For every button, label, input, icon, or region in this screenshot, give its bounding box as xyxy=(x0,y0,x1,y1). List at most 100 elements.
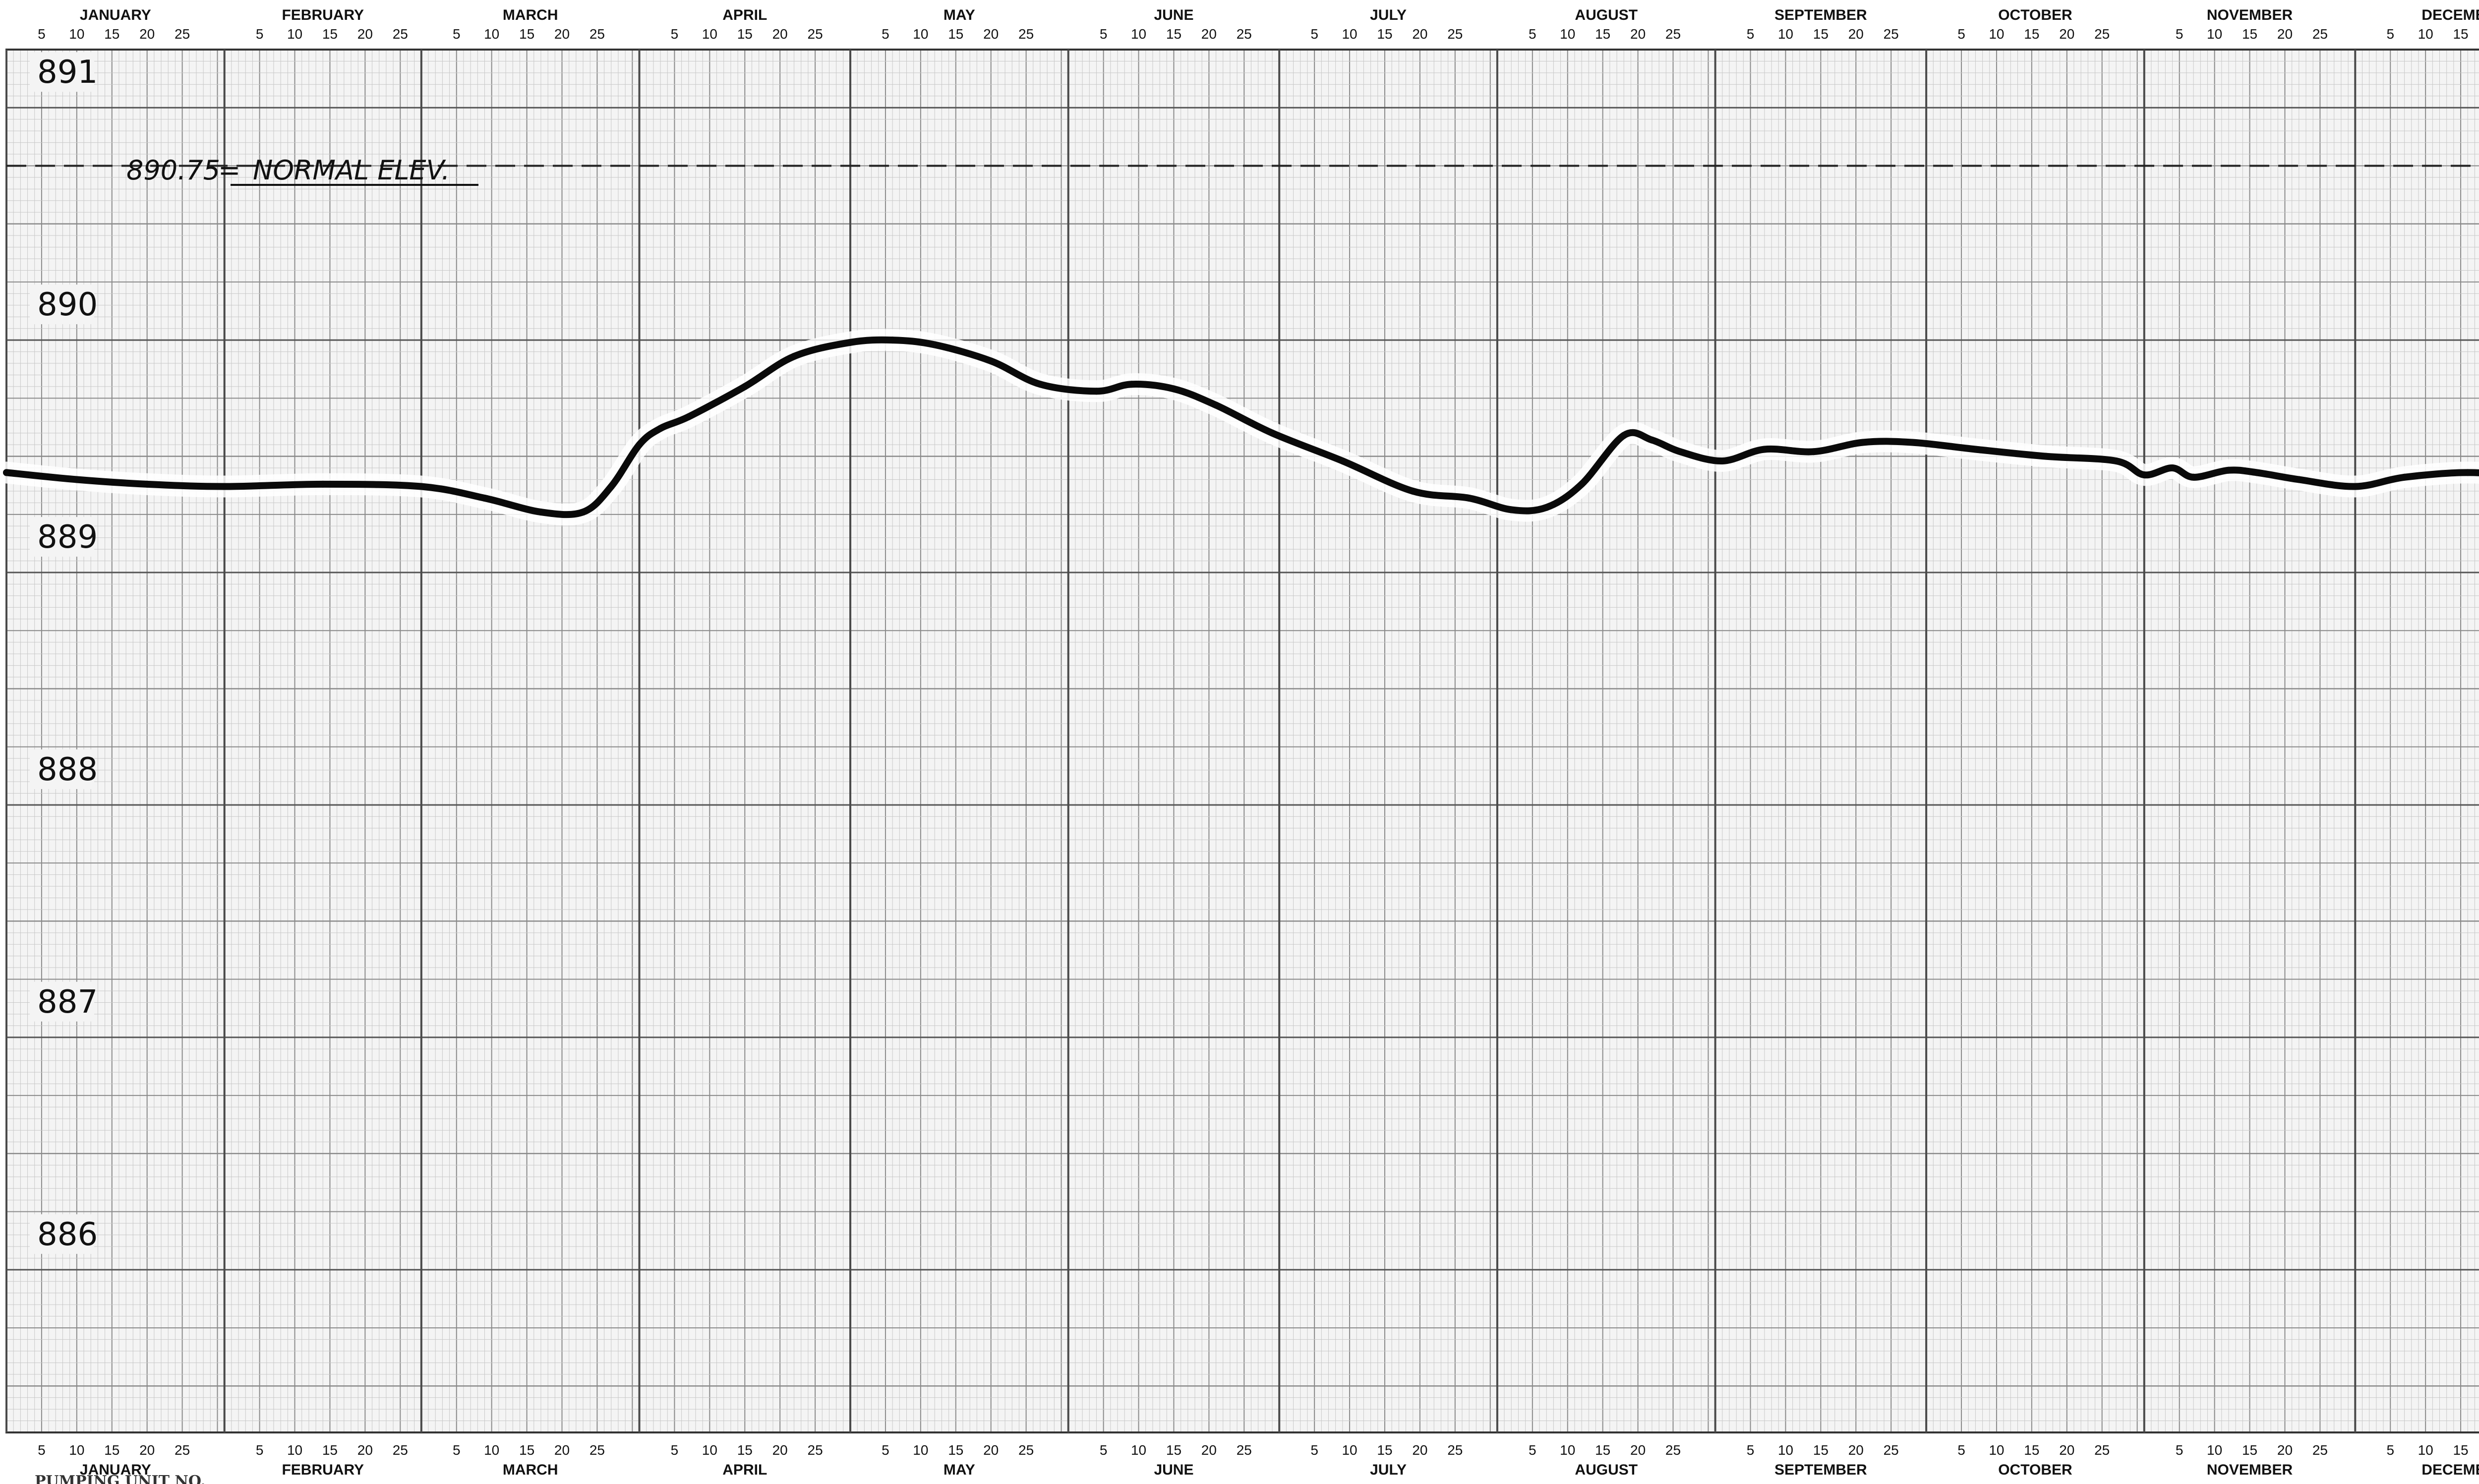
left-y-axis: 891 890 889 888 887 886 xyxy=(30,52,98,1254)
day-tick-label: 10 xyxy=(2207,1442,2222,1458)
series-point xyxy=(636,441,643,449)
y-label-backdrop xyxy=(30,749,94,789)
day-tick-label: 5 xyxy=(38,26,46,42)
day-tick-label: 15 xyxy=(104,1442,119,1458)
day-tick-label: 5 xyxy=(1100,1442,1108,1458)
day-tick-label: 10 xyxy=(702,26,717,42)
y-label-backdrop xyxy=(30,1214,94,1254)
series-point xyxy=(73,476,80,483)
series-point xyxy=(1466,494,1473,502)
day-tick-label: 5 xyxy=(453,26,461,42)
day-tick-label: 20 xyxy=(1630,1442,1646,1458)
normal-elev-value: 890.75 xyxy=(126,155,220,186)
month-separators xyxy=(5,50,2357,1432)
day-tick-label: 15 xyxy=(737,1442,753,1458)
day-tick-label: 5 xyxy=(453,1442,461,1458)
footer-pumping-unit-text: PUMPING UNIT NO. xyxy=(35,1473,206,1484)
month-label-december: DECEMBER xyxy=(2421,7,2479,23)
normal-elev-separator: = xyxy=(218,155,240,186)
day-tick-label: 25 xyxy=(2094,26,2110,42)
day-tick-label: 10 xyxy=(69,26,84,42)
day-tick-label: 15 xyxy=(1377,26,1392,42)
month-label-september: SEPTEMBER xyxy=(1774,7,1867,23)
series-point xyxy=(1269,429,1276,437)
day-tick-label: 20 xyxy=(1848,1442,1864,1458)
month-label-august: AUGUST xyxy=(1575,1462,1638,1478)
series-point xyxy=(1908,439,1916,446)
series-point xyxy=(847,339,854,346)
y-tick-label-left: 890 xyxy=(37,286,98,323)
series-point xyxy=(657,425,664,432)
series-point xyxy=(1578,480,1586,488)
series-point xyxy=(1620,432,1628,439)
day-tick-label: 15 xyxy=(737,26,753,42)
y-label-backdrop xyxy=(30,52,94,92)
day-tick-label: 25 xyxy=(1884,1442,1899,1458)
month-label-june: JUNE xyxy=(1154,1462,1193,1478)
series-point xyxy=(2042,453,2050,460)
day-tick-label: 15 xyxy=(2024,1442,2039,1458)
day-tick-label: 10 xyxy=(484,1442,499,1458)
month-label-march: MARCH xyxy=(503,7,558,23)
month-label-october: OCTOBER xyxy=(1998,1462,2072,1478)
y-tick-label-left: 887 xyxy=(37,984,98,1021)
day-tick-label: 25 xyxy=(1018,26,1034,42)
series-point xyxy=(221,483,228,490)
day-tick-label: 25 xyxy=(590,1442,605,1458)
day-tick-label: 15 xyxy=(2024,26,2039,42)
day-tick-label: 25 xyxy=(175,1442,190,1458)
series-point xyxy=(1972,446,1979,453)
month-label-february: FEBRUARY xyxy=(282,1462,364,1478)
day-tick-label: 5 xyxy=(1957,26,1965,42)
y-tick-label-left: 886 xyxy=(37,1216,98,1253)
series-point xyxy=(1036,381,1044,388)
series-line-layer xyxy=(0,329,2479,526)
bottom-month-axis: JANUARY 5 10 15 20 25 FEBRUARY 5 10 15 20 25 MARCH 5 1… xyxy=(38,1442,2479,1478)
day-tick-label: 25 xyxy=(1237,26,1252,42)
day-tick-label: 5 xyxy=(256,26,264,42)
day-tick-label: 25 xyxy=(808,1442,823,1458)
day-tick-label: 5 xyxy=(882,26,889,42)
day-tick-label: 5 xyxy=(2176,1442,2184,1458)
series-point xyxy=(685,413,692,420)
day-tick-label: 25 xyxy=(393,26,408,42)
grid-paper xyxy=(6,50,2479,1432)
day-tick-label: 10 xyxy=(1560,26,1575,42)
day-tick-label: 20 xyxy=(983,1442,999,1458)
day-tick-label: 10 xyxy=(913,26,928,42)
day-tick-label: 20 xyxy=(772,1442,788,1458)
month-label-june: JUNE xyxy=(1154,7,1193,23)
series-point xyxy=(1859,439,1867,446)
series-point xyxy=(2169,464,2176,472)
day-tick-label: 15 xyxy=(1813,1442,1829,1458)
day-tick-label: 10 xyxy=(1342,1442,1357,1458)
y-label-backdrop xyxy=(30,981,94,1022)
y-label-backdrop xyxy=(30,285,94,325)
series-point xyxy=(537,509,544,516)
day-tick-label: 15 xyxy=(104,26,119,42)
day-tick-label: 10 xyxy=(1131,1442,1146,1458)
day-tick-label: 15 xyxy=(1595,26,1610,42)
month-label-september: SEPTEMBER xyxy=(1774,1462,1867,1478)
day-tick-label: 10 xyxy=(69,1442,84,1458)
day-tick-label: 5 xyxy=(2386,1442,2394,1458)
day-tick-label: 5 xyxy=(1529,1442,1536,1458)
month-label-july: JULY xyxy=(1370,1462,1407,1478)
series-point xyxy=(319,480,327,488)
series-point xyxy=(2140,471,2148,479)
day-tick-label: 10 xyxy=(702,1442,717,1458)
day-tick-label: 25 xyxy=(2312,26,2328,42)
day-tick-label: 25 xyxy=(1018,1442,1034,1458)
y-tick-label-left: 889 xyxy=(37,519,98,556)
series-point xyxy=(1676,448,1684,456)
day-tick-label: 15 xyxy=(2453,26,2468,42)
series-point xyxy=(607,483,615,490)
series-point xyxy=(931,341,939,348)
day-tick-label: 10 xyxy=(1778,1442,1793,1458)
day-tick-label: 15 xyxy=(948,1442,963,1458)
month-label-march: MARCH xyxy=(503,1462,558,1478)
day-tick-label: 10 xyxy=(1131,26,1146,42)
day-tick-label: 25 xyxy=(2312,1442,2328,1458)
series-point xyxy=(1093,388,1100,395)
series-point xyxy=(1810,448,1818,456)
